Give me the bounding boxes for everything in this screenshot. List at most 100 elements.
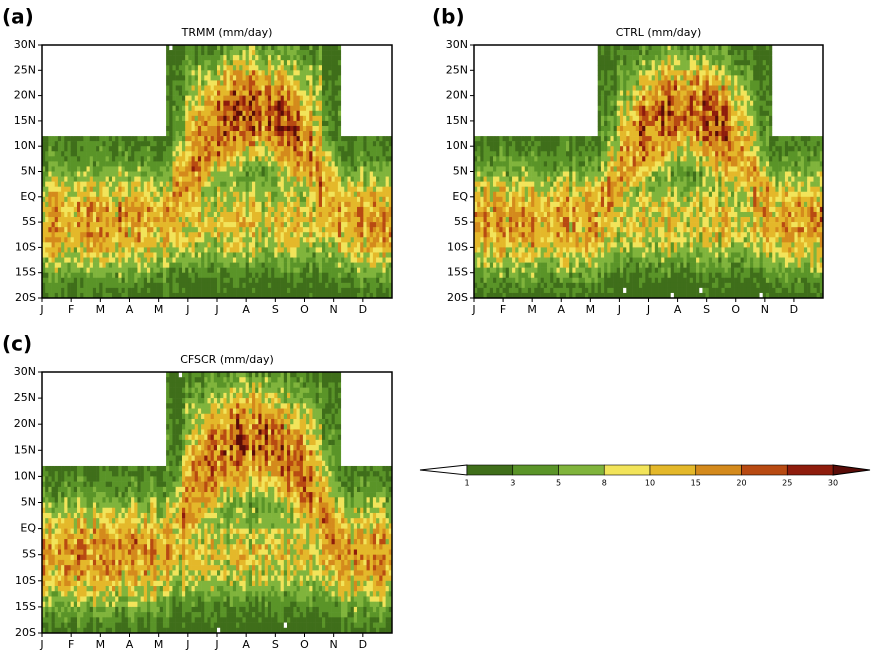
field-cell (163, 80, 166, 85)
field-cell (45, 161, 48, 166)
field-cell (351, 187, 354, 192)
field-cell (354, 50, 357, 55)
field-cell (319, 55, 322, 60)
field-cell (319, 166, 322, 171)
field-cell (160, 263, 163, 268)
field-cell (77, 156, 80, 161)
field-cell (45, 258, 48, 263)
field-cell (223, 50, 226, 55)
field-cell (347, 202, 350, 207)
field-cell (303, 288, 306, 293)
field-cell (214, 106, 217, 111)
field-cell (52, 187, 55, 192)
field-cell (335, 45, 338, 50)
field-cell (277, 172, 280, 177)
field-cell (357, 80, 360, 85)
field-cell (64, 126, 67, 131)
field-cell (201, 106, 204, 111)
field-cell (176, 177, 179, 182)
field-cell (303, 91, 306, 96)
field-cell (198, 65, 201, 70)
field-cell (96, 101, 99, 106)
field-cell (332, 207, 335, 212)
field-cell (176, 65, 179, 70)
field-cell (115, 106, 118, 111)
field-cell (112, 232, 115, 237)
field-cell (93, 177, 96, 182)
field-cell (319, 202, 322, 207)
field-cell (172, 202, 175, 207)
field-cell (90, 212, 93, 217)
field-cell (239, 106, 242, 111)
field-cell (351, 227, 354, 232)
field-cell (166, 96, 169, 101)
field-cell (157, 55, 160, 60)
field-cell (312, 161, 315, 166)
field-cell (83, 288, 86, 293)
field-cell (45, 283, 48, 288)
field-cell (87, 116, 90, 121)
field-cell (128, 252, 131, 257)
field-cell (166, 116, 169, 121)
field-cell (99, 161, 102, 166)
field-cell (67, 146, 70, 151)
field-cell (67, 45, 70, 50)
field-cell (211, 172, 214, 177)
field-cell (182, 187, 185, 192)
field-cell (290, 212, 293, 217)
field-cell (255, 278, 258, 283)
field-cell (281, 288, 284, 293)
field-cell (252, 217, 255, 222)
field-cell (157, 85, 160, 90)
field-cell (204, 166, 207, 171)
field-cell (325, 222, 328, 227)
field-cell (322, 85, 325, 90)
field-cell (214, 288, 217, 293)
field-cell (227, 65, 230, 70)
field-cell (268, 50, 271, 55)
field-cell (176, 258, 179, 263)
field-cell (306, 227, 309, 232)
field-cell (242, 156, 245, 161)
field-cell (211, 55, 214, 60)
field-cell (150, 80, 153, 85)
field-cell (80, 242, 83, 247)
field-cell (309, 268, 312, 273)
field-cell (99, 151, 102, 156)
field-cell (290, 151, 293, 156)
field-cell (274, 116, 277, 121)
field-cell (77, 75, 80, 80)
field-cell (172, 55, 175, 60)
field-cell (281, 121, 284, 126)
field-cell (131, 232, 134, 237)
field-cell (252, 252, 255, 257)
field-cell (322, 258, 325, 263)
field-cell (284, 96, 287, 101)
field-cell (55, 182, 58, 187)
field-cell (169, 116, 172, 121)
field-cell (293, 156, 296, 161)
field-cell (144, 146, 147, 151)
field-cell (83, 146, 86, 151)
field-cell (255, 101, 258, 106)
field-cell (328, 247, 331, 252)
field-cell (67, 172, 70, 177)
field-cell (99, 55, 102, 60)
field-cell (297, 116, 300, 121)
field-cell (271, 116, 274, 121)
field-cell (122, 258, 125, 263)
field-cell (179, 131, 182, 136)
field-cell (290, 217, 293, 222)
field-cell (284, 50, 287, 55)
field-cell (277, 288, 280, 293)
field-cell (344, 252, 347, 257)
field-cell (77, 172, 80, 177)
field-cell (233, 273, 236, 278)
field-cell (252, 60, 255, 65)
field-cell (195, 177, 198, 182)
field-cell (207, 70, 210, 75)
field-cell (293, 247, 296, 252)
field-cell (293, 268, 296, 273)
field-cell (354, 101, 357, 106)
field-cell (52, 161, 55, 166)
